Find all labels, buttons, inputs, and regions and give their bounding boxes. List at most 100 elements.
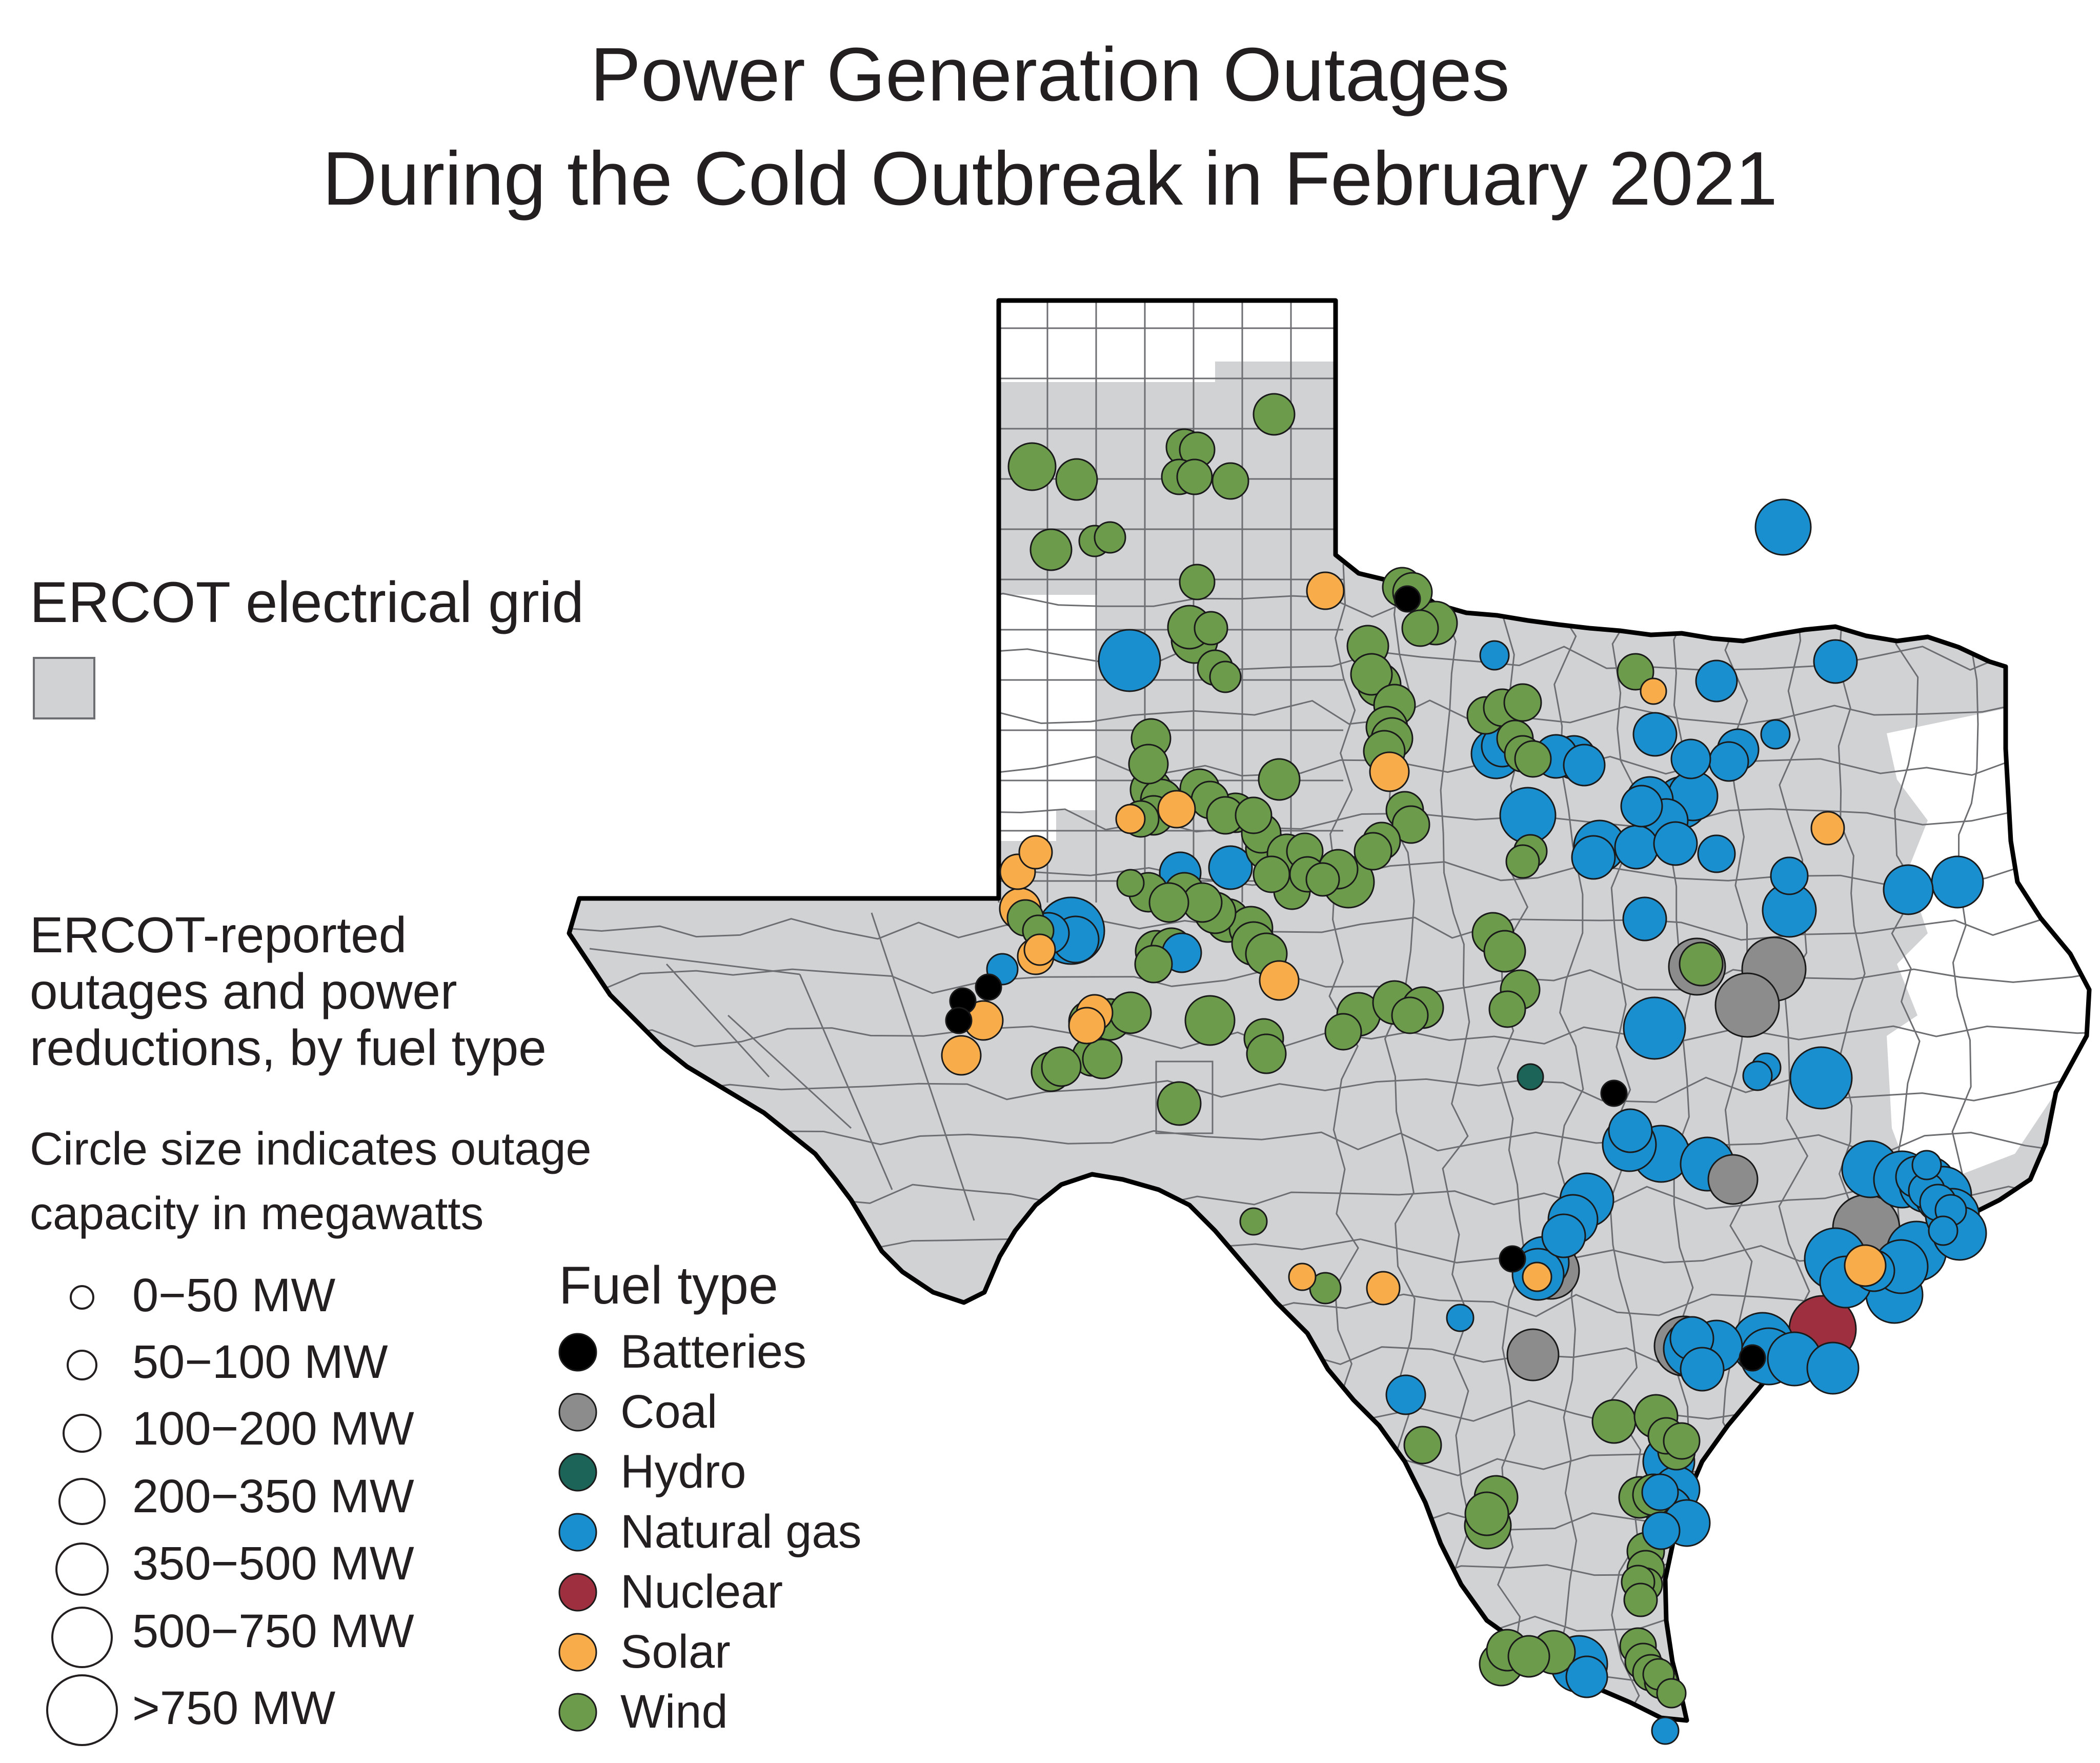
size-note-line-1: Circle size indicates outage [30,1124,592,1175]
fuel-label-nuclear: Nuclear [620,1566,783,1618]
outage-marker-wind [1401,609,1439,647]
outage-marker-gas [1208,845,1253,890]
outage-marker-wind [1184,995,1236,1046]
outage-marker-gas [1642,1511,1681,1550]
outage-marker-wind [1514,740,1552,778]
fuel-swatch-hydro [558,1453,597,1492]
size-legend-circle-3 [63,1414,102,1453]
fuel-label-coal: Coal [620,1386,718,1438]
outage-marker-gas [1911,1150,1942,1180]
outage-marker-batteries [1739,1344,1766,1372]
outage-marker-solar [1068,1007,1106,1045]
outage-marker-gas [1446,1304,1475,1332]
outage-marker-gas [1623,996,1686,1060]
texas-border [567,298,2092,1723]
size-legend-circle-6 [51,1607,113,1668]
outage-marker-wind [1235,796,1273,834]
outage-marker-wind [1007,442,1057,491]
outage-marker-hydro [1517,1063,1544,1091]
outage-marker-wind [1354,832,1392,871]
outage-marker-wind [1029,528,1073,571]
outage-marker-gas [1754,498,1812,556]
fuel-label-batteries: Batteries [620,1326,807,1378]
non-ercot-areas [995,300,2089,1179]
outage-marker-solar [1844,1244,1887,1287]
outage-marker-gas [1563,744,1606,787]
outage-marker-wind [1194,611,1228,646]
outage-marker-gas [1680,1347,1725,1392]
outage-marker-wind [1055,458,1098,501]
fuel-swatch-nuclear [558,1573,597,1612]
outage-marker-gas [1541,1213,1586,1258]
outage-marker-wind [1663,1422,1701,1460]
outage-marker-solar [1115,804,1146,834]
outage-marker-wind [1350,653,1393,696]
outage-marker-gas [1620,785,1663,828]
outage-marker-wind [1246,1033,1287,1074]
outage-marker-wind [1211,462,1249,500]
outage-marker-gas [1622,896,1667,941]
outage-marker-wind [1679,941,1724,987]
outage-marker-solar [1810,811,1845,846]
outage-marker-gas [1770,856,1809,895]
size-class-200-350: 200−350 MW [132,1470,414,1522]
outage-marker-gas [1632,712,1678,757]
outage-marker-wind [1591,1399,1637,1444]
outage-marker-wind [1391,805,1430,844]
outage-marker-gas [1813,639,1858,684]
outage-marker-gas [1708,741,1749,782]
outage-marker-gas [1695,659,1738,703]
fuel-label-natural-gas: Natural gas [620,1506,862,1558]
size-class-over-750: >750 MW [132,1682,336,1734]
outage-marker-wind [1041,1046,1082,1087]
outage-marker-solar [1023,933,1056,966]
size-class-100-200: 100−200 MW [132,1403,414,1455]
fuel-label-wind: Wind [620,1686,728,1738]
outage-marker-gas [1385,1374,1426,1415]
outage-marker-wind [1239,1207,1268,1236]
outage-marker-solar [1157,790,1196,829]
size-class-0-50: 0−50 MW [132,1269,336,1321]
outage-marker-wind [1656,1678,1687,1709]
outage-marker-batteries [1600,1079,1628,1107]
outage-marker-wind [1134,945,1173,984]
outage-marker-solar [1640,677,1667,705]
outage-marker-gas [1742,1060,1773,1091]
outage-marker-gas [1653,821,1698,866]
outage-marker-wind [1209,660,1242,693]
outage-marker-solar [1288,1263,1317,1291]
outage-marker-gas [1571,835,1616,880]
outage-marker-wind [1488,990,1526,1028]
outage-marker-wind [1617,653,1654,691]
panhandle-north-non-ercot [995,300,1338,382]
outage-heading-line-1: ERCOT-reported [30,907,407,963]
outage-marker-gas [1928,1215,1958,1246]
state-outline [567,298,2092,1723]
outage-marker-solar [1369,751,1410,792]
outage-marker-solar [1366,1271,1401,1306]
outage-marker-gas [1789,1046,1853,1110]
outage-marker-wind [1179,564,1216,600]
outage-marker-gas [1931,855,1984,909]
fuel-label-solar: Solar [620,1626,731,1678]
outage-marker-wind [1507,1635,1550,1678]
outage-marker-coal [1707,1154,1759,1205]
outage-heading-line-3: reductions, by fuel type [30,1019,547,1076]
outage-marker-wind [1391,996,1429,1034]
outage-marker-wind [1253,855,1290,893]
outage-legend-heading: ERCOT-reported outages and power reducti… [30,907,547,1076]
east-texas-non-ercot [1887,708,2089,1179]
outage-marker-wind [1176,458,1213,495]
outage-marker-wind [1464,1491,1509,1536]
outage-marker-solar [1259,960,1300,1001]
outage-marker-batteries [1394,585,1421,613]
outage-marker-wind [1094,521,1126,554]
outage-marker-wind [1082,1038,1123,1079]
outage-marker-gas [1670,738,1711,779]
outage-marker-wind [1258,758,1301,801]
ercot-grid-label: ERCOT electrical grid [30,570,584,634]
outage-marker-wind [1505,844,1540,879]
outage-marker-wind [1623,1582,1658,1617]
outage-markers [941,393,1987,1745]
size-note-line-2: capacity in megawatts [30,1188,484,1239]
